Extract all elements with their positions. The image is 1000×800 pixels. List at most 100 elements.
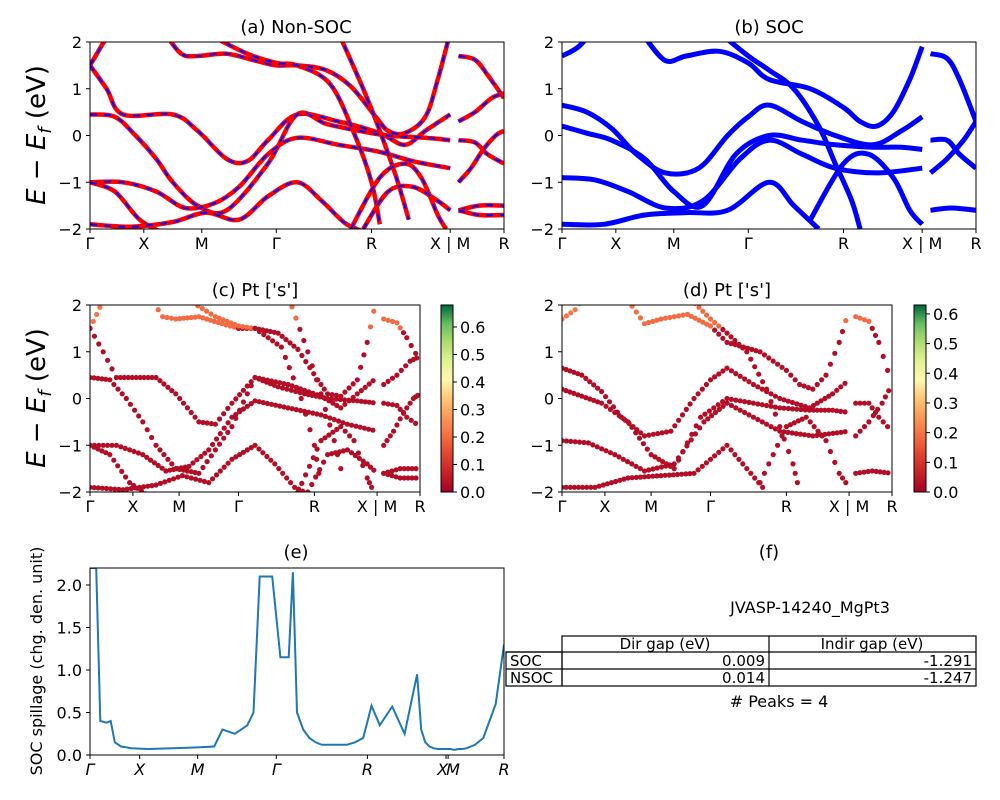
projection-dot: [680, 449, 686, 455]
projection-dot: [679, 471, 685, 477]
projection-dot: [333, 392, 339, 398]
projection-dot: [599, 446, 605, 452]
projection-dot: [826, 431, 832, 437]
projection-dot: [724, 400, 730, 406]
projection-dot: [173, 391, 179, 397]
projection-dot: [216, 441, 223, 447]
projection-dot: [299, 352, 305, 359]
projection-dot: [882, 394, 889, 400]
panel-e-ylabel: SOC spillage (chg. den. unit): [27, 547, 46, 776]
projection-dot: [163, 468, 169, 474]
x-tick-label: R: [838, 234, 849, 253]
projection-dot: [347, 433, 353, 439]
projection-dot: [777, 424, 783, 430]
projection-dot: [90, 325, 93, 331]
x-tick-label: R: [886, 497, 897, 516]
projection-dot: [229, 456, 235, 462]
projection-dot: [621, 476, 627, 482]
projection-dot: [364, 461, 370, 467]
projection-dot: [252, 398, 258, 404]
projection-dot: [329, 396, 335, 402]
projection-dot: [352, 452, 358, 459]
x-tick-label: X: [599, 497, 610, 516]
projection-dot: [795, 418, 801, 424]
projection-dot: [585, 440, 592, 446]
projection-dot: [709, 413, 715, 419]
projection-dot: [407, 400, 413, 406]
projection-dot: [389, 318, 396, 325]
projection-dot: [760, 379, 766, 385]
projection-dot: [700, 308, 706, 314]
projection-dot: [275, 330, 281, 336]
projection-dot: [240, 449, 246, 455]
y-tick-label: 0: [544, 127, 554, 146]
projection-dot: [866, 419, 872, 425]
projection-dot: [575, 371, 581, 377]
projection-dots: [90, 305, 420, 492]
projection-dot: [658, 464, 665, 470]
projection-dot: [294, 385, 300, 391]
projection-dot: [310, 410, 316, 416]
projection-dot: [759, 402, 765, 408]
projection-dot: [842, 429, 848, 435]
projection-dot: [640, 441, 647, 447]
projection-dot: [580, 484, 586, 490]
projection-dot: [777, 428, 783, 434]
projection-dot: [803, 414, 809, 420]
projection-dot: [322, 406, 328, 412]
projection-dot: [650, 466, 656, 472]
projection-dot: [842, 409, 848, 415]
projection-dot: [413, 420, 419, 426]
projection-dot: [728, 396, 735, 402]
projection-dot: [768, 391, 774, 397]
x-tick-label: Γ: [86, 760, 96, 779]
projection-dot: [144, 427, 150, 433]
projection-dot: [654, 317, 660, 323]
projection-dot: [737, 373, 743, 379]
projection-dot: [696, 305, 702, 310]
projection-dot: [563, 366, 569, 373]
projection-dot: [806, 407, 813, 413]
projection-dot: [124, 486, 130, 492]
projection-dot: [309, 481, 315, 488]
projection-dot: [755, 416, 761, 423]
projection-dot: [757, 480, 763, 486]
projection-dot: [204, 420, 210, 426]
projection-dot: [712, 319, 718, 326]
projection-dot: [663, 429, 670, 435]
projection-dot: [202, 450, 208, 456]
projection-dot: [140, 452, 146, 458]
projection-dot: [581, 295, 586, 300]
projection-dot: [775, 361, 781, 367]
projection-dot: [563, 388, 569, 394]
x-tick-label: X: [436, 760, 449, 779]
projection-dot: [278, 344, 284, 350]
projection-dot: [342, 401, 348, 407]
projection-dots: [562, 295, 892, 490]
projection-dot: [264, 400, 270, 407]
projection-dot: [770, 358, 776, 364]
x-tick-label: Γ: [558, 234, 567, 253]
projection-dot: [344, 447, 350, 453]
projection-dot: [699, 386, 705, 392]
projection-dot: [149, 434, 155, 441]
projection-dot: [279, 333, 285, 339]
projection-dot: [310, 455, 316, 461]
projection-dot: [240, 387, 246, 393]
projection-dot: [199, 305, 205, 312]
projection-dot: [704, 321, 710, 327]
projection-dot: [145, 374, 151, 381]
projection-dot: [360, 458, 366, 464]
projection-dot: [885, 367, 891, 373]
projection-dot: [145, 483, 151, 489]
projection-dot: [674, 471, 681, 478]
projection-dot: [119, 468, 125, 474]
x-tick-label: M: [172, 497, 186, 516]
projection-dot: [340, 448, 346, 454]
projection-dot: [186, 463, 192, 469]
projection-dot: [367, 324, 374, 330]
projection-dot: [707, 377, 714, 383]
projection-dot: [822, 395, 828, 402]
projection-dot: [248, 325, 254, 331]
